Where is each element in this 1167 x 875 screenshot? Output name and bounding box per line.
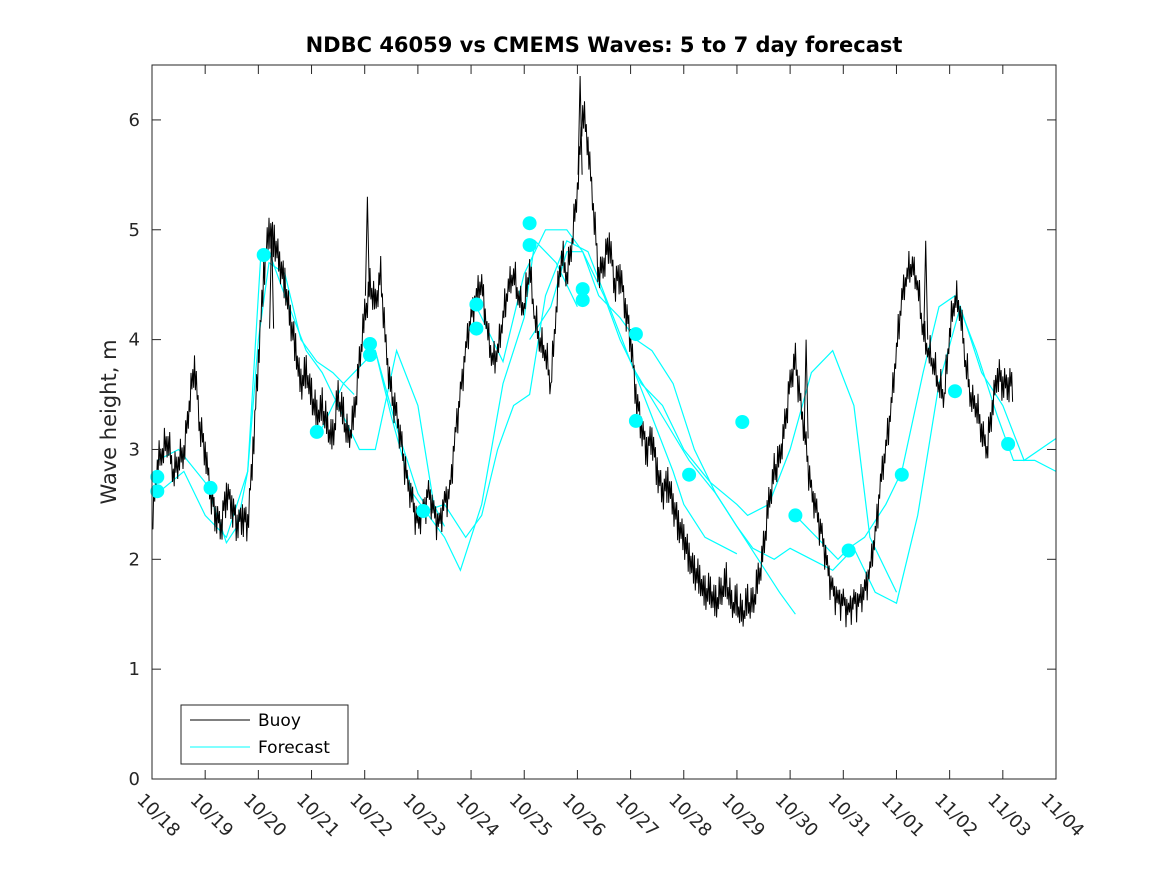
buoy-line bbox=[151, 101, 1014, 628]
y-tick-label-1: 1 bbox=[129, 659, 140, 680]
buoy-peak-2 bbox=[364, 196, 370, 296]
y-tick-label-5: 5 bbox=[129, 220, 140, 241]
forecast-marker-10 bbox=[469, 321, 484, 336]
forecast-marker-13 bbox=[575, 282, 590, 297]
buoy-series-group bbox=[151, 75, 1014, 628]
forecast-markers-group bbox=[150, 216, 1016, 558]
forecast-marker-8 bbox=[416, 504, 431, 518]
forecast-marker-21 bbox=[894, 467, 909, 482]
forecast-marker-15 bbox=[628, 327, 643, 342]
chart-title: NDBC 46059 vs CMEMS Waves: 5 to 7 day fo… bbox=[306, 33, 903, 57]
plot-area bbox=[152, 65, 1056, 779]
legend: Buoy Forecast bbox=[180, 704, 349, 765]
forecast-marker-17 bbox=[682, 467, 697, 482]
y-tick-label-0: 0 bbox=[129, 769, 140, 790]
legend-forecast-label: Forecast bbox=[258, 738, 330, 758]
forecast-marker-5 bbox=[309, 424, 324, 439]
forecast-marker-22 bbox=[948, 384, 962, 399]
forecast-marker-2 bbox=[150, 484, 165, 499]
forecast-marker-11 bbox=[522, 216, 537, 231]
y-tick-label-6: 6 bbox=[129, 110, 140, 131]
forecast-marker-20 bbox=[841, 543, 856, 558]
forecast-line-7 bbox=[635, 304, 1057, 605]
forecast-marker-14 bbox=[575, 293, 590, 308]
forecast-marker-3 bbox=[203, 480, 218, 495]
forecast-line-2 bbox=[156, 251, 446, 539]
legend-box bbox=[180, 704, 349, 765]
forecast-marker-19 bbox=[788, 508, 803, 523]
buoy-peak-5 bbox=[923, 240, 929, 340]
y-axis-ticks: 0 1 2 3 4 5 6 bbox=[129, 110, 1056, 790]
legend-buoy-label: Buoy bbox=[258, 711, 301, 731]
buoy-peak-3 bbox=[577, 75, 583, 175]
y-tick-label-2: 2 bbox=[129, 549, 140, 570]
y-axis-label: Wave height, m bbox=[97, 339, 121, 504]
forecast-line-6 bbox=[529, 251, 898, 593]
buoy-peak-4 bbox=[803, 339, 809, 439]
forecast-marker-9 bbox=[469, 297, 484, 312]
forecast-marker-12 bbox=[522, 238, 537, 253]
forecast-marker-6 bbox=[363, 337, 377, 351]
forecast-marker-23 bbox=[1001, 437, 1016, 451]
forecast-marker-7 bbox=[363, 348, 377, 362]
y-tick-label-4: 4 bbox=[129, 330, 140, 351]
forecast-marker-4 bbox=[256, 248, 271, 262]
plot-frame bbox=[151, 64, 1057, 780]
buoy-peak-1 bbox=[269, 229, 275, 329]
forecast-marker-18 bbox=[735, 415, 750, 429]
y-tick-label-3: 3 bbox=[129, 439, 140, 460]
forecast-marker-1 bbox=[150, 469, 165, 484]
forecast-marker-16 bbox=[628, 413, 643, 428]
